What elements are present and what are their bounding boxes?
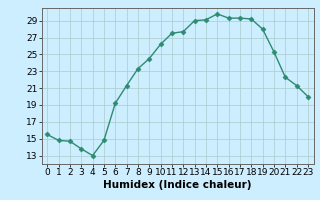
X-axis label: Humidex (Indice chaleur): Humidex (Indice chaleur) bbox=[103, 180, 252, 190]
